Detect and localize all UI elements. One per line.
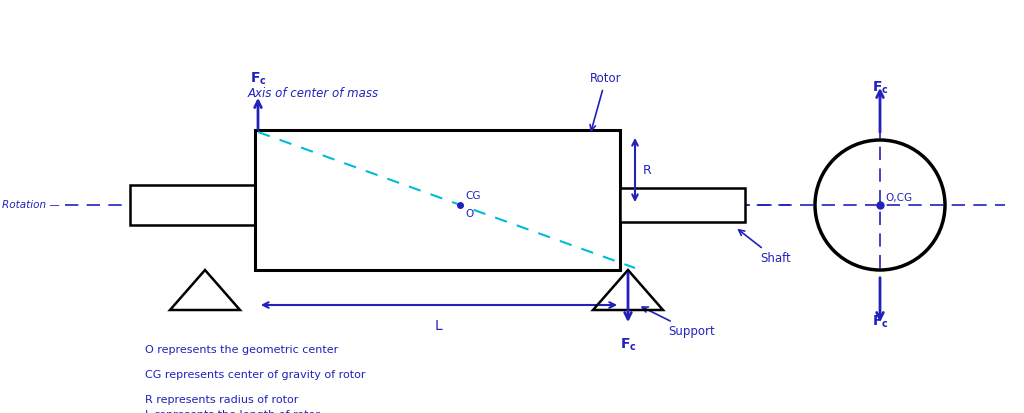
Bar	[130, 185, 255, 225]
Text: O: O	[465, 209, 473, 219]
Text: R: R	[643, 164, 651, 176]
Text: O,CG: O,CG	[885, 193, 912, 203]
Text: CG represents center of gravity of rotor: CG represents center of gravity of rotor	[145, 370, 366, 380]
Text: Shaft: Shaft	[738, 230, 791, 265]
Text: $\mathbf{F_c}$: $\mathbf{F_c}$	[871, 80, 889, 96]
Text: Axis of center of mass: Axis of center of mass	[248, 87, 379, 100]
Text: Axis of Rotation —: Axis of Rotation —	[0, 200, 60, 210]
Bar	[255, 130, 620, 270]
Text: L represents the length of rotor: L represents the length of rotor	[145, 410, 319, 413]
Text: $\mathbf{F_c}$: $\mathbf{F_c}$	[871, 313, 889, 330]
Text: R represents radius of rotor: R represents radius of rotor	[145, 395, 298, 406]
Text: $\mathbf{F_c}$: $\mathbf{F_c}$	[620, 337, 636, 354]
Bar	[620, 188, 745, 222]
Text: O represents the geometric center: O represents the geometric center	[145, 345, 338, 355]
Text: CG: CG	[465, 191, 480, 201]
Text: Support: Support	[642, 307, 715, 338]
Text: Rotor: Rotor	[590, 72, 622, 131]
Text: L: L	[435, 319, 442, 333]
Text: $\mathbf{F_c}$: $\mathbf{F_c}$	[250, 71, 266, 87]
